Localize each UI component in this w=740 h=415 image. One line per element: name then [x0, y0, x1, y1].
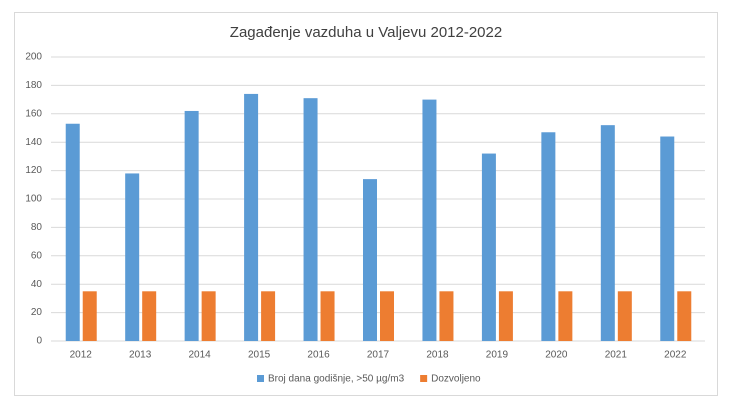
bar [481, 153, 496, 341]
x-tick-label: 2019 [486, 350, 509, 361]
bar [201, 291, 216, 341]
bar [541, 132, 556, 341]
bar [320, 291, 335, 341]
bar [660, 136, 675, 341]
y-tick-label: 100 [25, 194, 42, 205]
bar [363, 179, 377, 341]
y-tick-label: 80 [31, 222, 43, 233]
bar [142, 291, 157, 341]
y-tick-label: 200 [25, 52, 42, 63]
bar [439, 291, 454, 341]
x-tick-label: 2018 [426, 350, 449, 361]
y-tick-label: 120 [25, 165, 42, 176]
y-tick-label: 20 [31, 307, 43, 318]
bar [125, 173, 140, 341]
bar [184, 110, 199, 342]
bar [261, 291, 276, 341]
y-tick-label: 180 [25, 80, 42, 91]
legend-label: Broj dana godišnje, >50 µg/m3 [268, 374, 405, 385]
legend-swatch [257, 375, 264, 382]
bar [244, 93, 259, 341]
x-tick-label: 2021 [605, 350, 628, 361]
x-tick-label: 2016 [307, 350, 330, 361]
bar [422, 99, 437, 341]
bar [617, 291, 632, 341]
legend-label: Dozvoljeno [431, 374, 481, 385]
x-tick-label: 2020 [545, 350, 568, 361]
bar [498, 291, 513, 341]
bar [82, 291, 97, 341]
legend-swatch [420, 375, 428, 382]
bar [677, 291, 692, 341]
chart-title: Zagađenje vazduha u Valjevu 2012-2022 [230, 24, 502, 41]
bar [558, 291, 573, 341]
y-tick-label: 160 [25, 108, 42, 119]
y-tick-label: 140 [25, 137, 42, 148]
x-tick-label: 2022 [664, 350, 687, 361]
y-tick-label: 60 [31, 250, 43, 261]
x-tick-label: 2013 [129, 350, 152, 361]
bar [600, 125, 615, 341]
x-tick-label: 2012 [70, 350, 93, 361]
x-tick-label: 2014 [189, 350, 212, 361]
x-tick-label: 2017 [367, 350, 390, 361]
y-tick-label: 0 [36, 336, 42, 347]
bar [303, 98, 318, 342]
bar [380, 291, 394, 341]
bar [65, 123, 80, 342]
y-tick-label: 40 [31, 279, 43, 290]
x-tick-label: 2015 [248, 350, 271, 361]
